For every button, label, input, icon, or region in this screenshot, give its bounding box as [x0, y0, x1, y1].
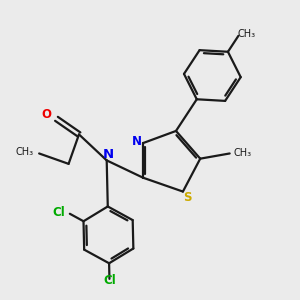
Text: N: N — [103, 148, 114, 161]
Text: Cl: Cl — [53, 206, 66, 219]
Text: CH₃: CH₃ — [237, 29, 255, 39]
Text: CH₃: CH₃ — [16, 147, 34, 157]
Text: Cl: Cl — [103, 274, 116, 287]
Text: S: S — [183, 191, 191, 204]
Text: N: N — [132, 135, 142, 148]
Text: O: O — [42, 108, 52, 121]
Text: CH₃: CH₃ — [234, 148, 252, 158]
